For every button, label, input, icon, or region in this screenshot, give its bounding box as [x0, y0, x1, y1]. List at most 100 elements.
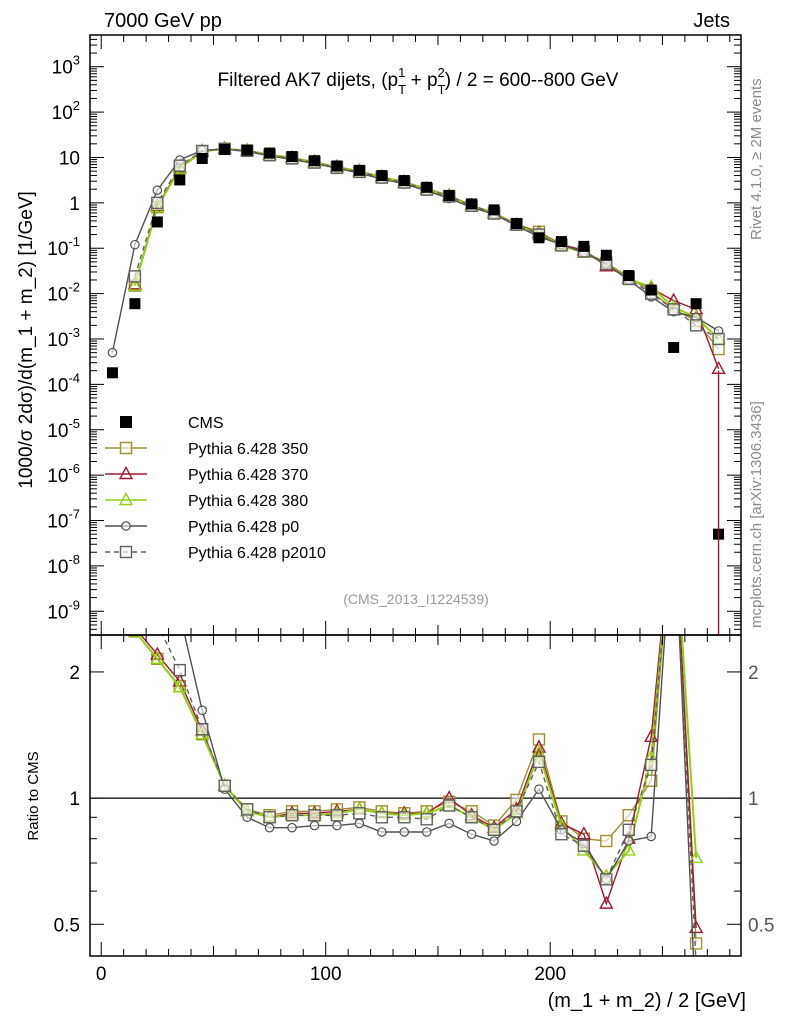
cms-data-point	[219, 143, 231, 155]
ratio-series-3-point	[466, 829, 477, 840]
cms-data-point	[174, 174, 186, 186]
main-y-tick-label: 10-2	[47, 280, 80, 306]
x-axis-label: (m_1 + m_2) / 2 [GeV]	[548, 990, 746, 1012]
ratio-series-4-point	[577, 839, 591, 852]
series-4-point	[667, 303, 680, 316]
series-3-point	[130, 239, 140, 250]
ratio-series-4-point	[420, 813, 433, 826]
ratio-series-0-point	[668, 500, 679, 511]
legend-cms-marker	[120, 416, 132, 428]
ratio-series-4-point	[442, 799, 456, 812]
ratio-series-1-point	[688, 919, 704, 934]
cms-data-point	[196, 152, 208, 164]
legend-marker-1	[118, 466, 134, 480]
cms-data-point	[690, 298, 702, 310]
series-4-point	[173, 159, 186, 172]
main-y-tick-label: 10-3	[47, 325, 80, 351]
ratio-series-3-point	[623, 836, 634, 846]
ratio-series-4-point	[532, 755, 546, 769]
ratio-series-3-point	[332, 820, 342, 831]
ratio-series-3-point	[646, 831, 657, 842]
cms-data-point	[331, 160, 343, 172]
ratio-series-4-point	[173, 663, 186, 677]
main-y-tick-label: 10-4	[47, 370, 80, 396]
ratio-series-3-point	[377, 827, 387, 837]
x-tick-label: 100	[310, 964, 342, 985]
x-tick-label: 0	[96, 964, 107, 985]
ratio-y-tick-label-right: 2	[748, 663, 759, 684]
ratio-y-tick-label: 0.5	[54, 915, 80, 936]
ratio-series-4-point	[555, 828, 568, 841]
ratio-series-4-point	[263, 811, 276, 824]
series-3-point	[107, 347, 118, 358]
header-left: 7000 GeV pp	[104, 10, 222, 32]
analysis-tag: (CMS_2013_I1224539)	[343, 591, 489, 607]
ratio-series-3-point	[692, 1013, 700, 1021]
cms-data-point	[241, 144, 253, 156]
legend: CMS Pythia 6.428 350 Pythia 6.428 370 Pythi…	[105, 415, 326, 562]
ratio-series-3-point	[534, 784, 544, 795]
cms-data-point	[600, 249, 612, 261]
ratio-series-1-line	[140, 635, 697, 928]
cms-data-point	[443, 190, 455, 202]
series-0-point	[712, 342, 725, 356]
ratio-series-2-point	[150, 650, 165, 664]
main-y-tick-label: 10-7	[47, 507, 80, 533]
ratio-y-tick-label: 1	[69, 789, 80, 810]
main-y-tick-label: 10-9	[47, 597, 80, 623]
ratio-series-1-point	[668, 499, 680, 510]
cms-data-point	[129, 298, 141, 310]
series-3-point	[152, 185, 163, 196]
cms-data-point	[533, 232, 545, 244]
series-4-line	[134, 148, 719, 340]
ratio-series-4-point	[645, 758, 658, 772]
cms-data-point	[645, 284, 657, 296]
ratio-y-tick-label-right: 1	[748, 789, 759, 810]
legend-label-4: Pythia 6.428 p2010	[188, 545, 326, 562]
x-tick-label: 200	[534, 964, 566, 985]
main-y-tick-label: 102	[52, 98, 80, 124]
ratio-series-3-point	[354, 818, 365, 829]
ratio-series-4-point	[465, 811, 478, 824]
cms-data-point	[376, 170, 388, 182]
ratio-series-3-point	[511, 816, 522, 827]
ratio-series-4-point	[375, 811, 389, 824]
ratio-series-3-point	[444, 818, 454, 829]
legend-label-3: Pythia 6.428 p0	[188, 519, 299, 536]
legend-label-1: Pythia 6.428 370	[188, 467, 308, 484]
cms-data-point	[151, 216, 163, 228]
cms-data-point	[308, 155, 320, 167]
main-y-tick-label: 1	[69, 194, 80, 215]
series-4-point	[151, 196, 164, 210]
cms-data-point	[264, 147, 276, 159]
ratio-series-4-point	[487, 823, 501, 837]
main-y-tick-label: 10	[59, 148, 80, 169]
ratio-series-4-point	[668, 500, 679, 511]
legend-marker-4	[119, 545, 133, 559]
cms-data-point	[353, 164, 365, 176]
ratio-series-0-point	[689, 937, 703, 950]
main-y-tick-label: 103	[52, 53, 80, 79]
ratio-y-tick-label: 2	[69, 663, 80, 684]
ratio-series-4-line	[161, 635, 697, 956]
ratio-series-1-point	[129, 621, 141, 632]
cms-data-point	[511, 218, 523, 230]
series-4-point	[689, 319, 703, 332]
series-3-line	[111, 148, 719, 353]
ratio-series-3-point	[399, 827, 410, 837]
series-4-point	[128, 270, 142, 283]
ratio-series-4-point	[398, 811, 411, 824]
legend-label-0: Pythia 6.428 350	[188, 441, 308, 458]
rivet-version-label: Rivet 4.1.0, ≥ 2M events	[748, 78, 765, 240]
ratio-series-3-point	[287, 822, 297, 833]
ratio-y-tick-label-right: 0.5	[748, 915, 774, 936]
main-title: Filtered AK7 dijets, (pT1 + pT2) / 2 = 6…	[218, 65, 619, 97]
ratio-series-4-point	[285, 809, 299, 822]
ratio-series-3-point	[153, 501, 161, 509]
legend-cms-label: CMS	[188, 415, 224, 432]
cms-data-point	[668, 341, 680, 353]
ratio-series-3-point	[309, 820, 320, 831]
ratio-series-4-point	[600, 873, 613, 886]
ratio-series-4-point	[353, 807, 366, 820]
cms-data-point	[398, 175, 410, 187]
